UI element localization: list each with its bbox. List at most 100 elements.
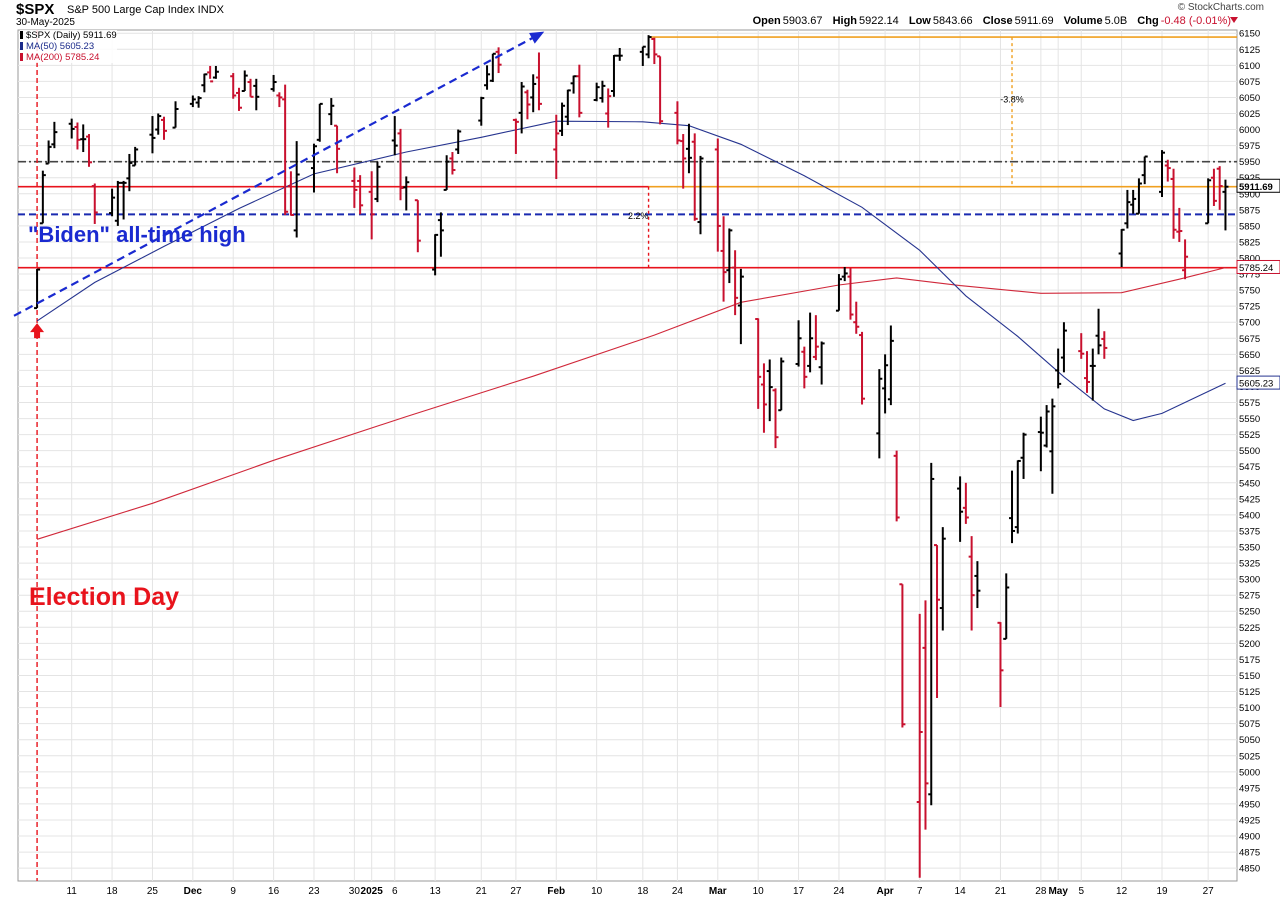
ohlc-bar: [616, 47, 623, 61]
last-price-tag: 5911.69: [1236, 178, 1280, 193]
ma200-tag-box: [1236, 259, 1280, 274]
chart-date: 30-May-2025: [16, 17, 75, 28]
y-tick-label: 5500: [1239, 446, 1260, 457]
ohlc-bar: [80, 124, 87, 153]
ma200-tag: 5785.24: [1236, 259, 1280, 274]
volume-label: Volume: [1063, 15, 1103, 27]
ohlc-bar: [645, 35, 652, 59]
ohlc-bar: [974, 561, 981, 609]
ohlc-bar: [674, 101, 681, 145]
ohlc-bar: [195, 96, 202, 108]
y-tick-label: 5300: [1239, 575, 1260, 586]
election-day-label: Election Day: [29, 583, 179, 611]
ohlc-bar: [414, 199, 421, 253]
ohlc-bar: [368, 171, 375, 240]
ohlc-bar: [1078, 333, 1085, 359]
ohlc-bar: [1009, 470, 1016, 544]
ohlc-bar: [449, 152, 456, 175]
ohlc-bar: [357, 175, 364, 215]
x-tick-label: 17: [793, 886, 805, 897]
y-tick-label: 5325: [1239, 559, 1260, 570]
y-tick-label: 5775: [1239, 270, 1260, 281]
chart-axes: 4850 4875 4900 4925 4950 4975 5000 5025 5050 5075…: [66, 29, 1260, 897]
ohlc-bar: [1216, 166, 1223, 210]
ohlc-bar: [437, 212, 444, 257]
biden-high-label: "Biden" all-time high: [28, 222, 246, 247]
ohlc-bar: [1210, 168, 1217, 206]
y-tick-label: 5125: [1239, 687, 1260, 698]
ohlc-bar: [230, 73, 237, 99]
high-value: 5922.14: [859, 15, 899, 27]
y-tick-label: 6075: [1239, 77, 1260, 88]
ohlc-bar: [599, 80, 606, 103]
x-tick-label: 9: [230, 886, 236, 897]
y-tick-label: 5275: [1239, 591, 1260, 602]
y-tick-label: 6125: [1239, 45, 1260, 56]
y-tick-label: 5375: [1239, 526, 1260, 537]
x-tick-label: 18: [107, 886, 119, 897]
ohlc-bar: [535, 52, 542, 111]
x-tick-label: 5: [1078, 886, 1084, 897]
ohlc-bar: [1159, 150, 1166, 197]
ohlc-bar: [1003, 573, 1010, 640]
ohlc-bar: [120, 180, 127, 220]
x-tick-label: May: [1048, 886, 1068, 897]
ohlc-bar: [685, 123, 692, 174]
y-tick-label: 5800: [1239, 254, 1260, 265]
ohlc-bar: [1205, 178, 1212, 225]
ohlc-bar: [564, 89, 571, 126]
last-price-tag-box: [1236, 178, 1280, 193]
ohlc-bar: [247, 78, 254, 98]
y-tick-label: 5200: [1239, 639, 1260, 650]
y-tick-label: 5875: [1239, 205, 1260, 216]
ohlc-bar: [39, 170, 46, 225]
ohlc-bar: [576, 64, 583, 118]
y-tick-label: 5050: [1239, 735, 1260, 746]
ma50-line: [36, 120, 1226, 422]
ohlc-bar: [207, 65, 214, 83]
plot-frame: [17, 29, 1238, 882]
ohlc-readout: Open 5903.67 High 5922.14 Low 5843.66 Close…: [753, 15, 1238, 27]
ohlc-bar: [276, 92, 283, 108]
chg-label: Chg: [1137, 15, 1159, 27]
ohlc-bar: [1164, 159, 1171, 182]
ohlc-bar: [1043, 405, 1050, 448]
ohlc-bar: [795, 320, 802, 367]
ohlc-bar: [518, 82, 525, 134]
y-tick-label: 5725: [1239, 302, 1260, 313]
ohlc-bar: [293, 141, 300, 238]
chg-value: -0.48 (-0.01%): [1160, 15, 1231, 27]
ohlc-bar: [160, 116, 167, 140]
ohlc-bar: [495, 47, 502, 74]
down-triangle-icon: [1230, 17, 1238, 23]
ohlc-bar: [1055, 348, 1062, 389]
ohlc-bar: [201, 73, 208, 93]
y-tick-label: 5750: [1239, 286, 1260, 297]
pct-drop-label: -3.8%: [1000, 95, 1024, 105]
chart-legend: $SPX (Daily) 5911.69 MA(50) 5605.23 MA(2…: [20, 30, 117, 63]
x-tick-label: 21: [995, 886, 1007, 897]
ohlc-bar: [657, 55, 664, 125]
ohlc-bar: [778, 357, 785, 412]
ohlc-bar: [720, 216, 727, 302]
ohlc-bar: [737, 268, 744, 345]
y-tick-label: 6150: [1239, 29, 1260, 40]
high-label: High: [832, 15, 858, 27]
ohlc-bar: [74, 122, 81, 150]
ohlc-bar: [235, 87, 242, 111]
ohlc-bar: [916, 613, 923, 878]
ohlc-bar: [928, 462, 935, 806]
ohlc-bar: [553, 114, 560, 180]
pct-small-label: 2.2%: [628, 211, 649, 221]
ohlc-bar: [397, 128, 404, 201]
y-tick-label: 6100: [1239, 61, 1260, 72]
x-tick-label: 10: [591, 886, 603, 897]
legend-ma50: MA(50) 5605.23: [20, 41, 117, 52]
ohlc-bar: [934, 544, 941, 698]
chart-marks: [13, 30, 1237, 881]
x-tick-label: 2025: [361, 886, 384, 897]
x-tick-label: Mar: [709, 886, 727, 897]
ohlc-bar: [605, 88, 612, 128]
legend-price-text: $SPX (Daily) 5911.69: [26, 30, 117, 41]
ohlc-bar: [253, 78, 260, 111]
